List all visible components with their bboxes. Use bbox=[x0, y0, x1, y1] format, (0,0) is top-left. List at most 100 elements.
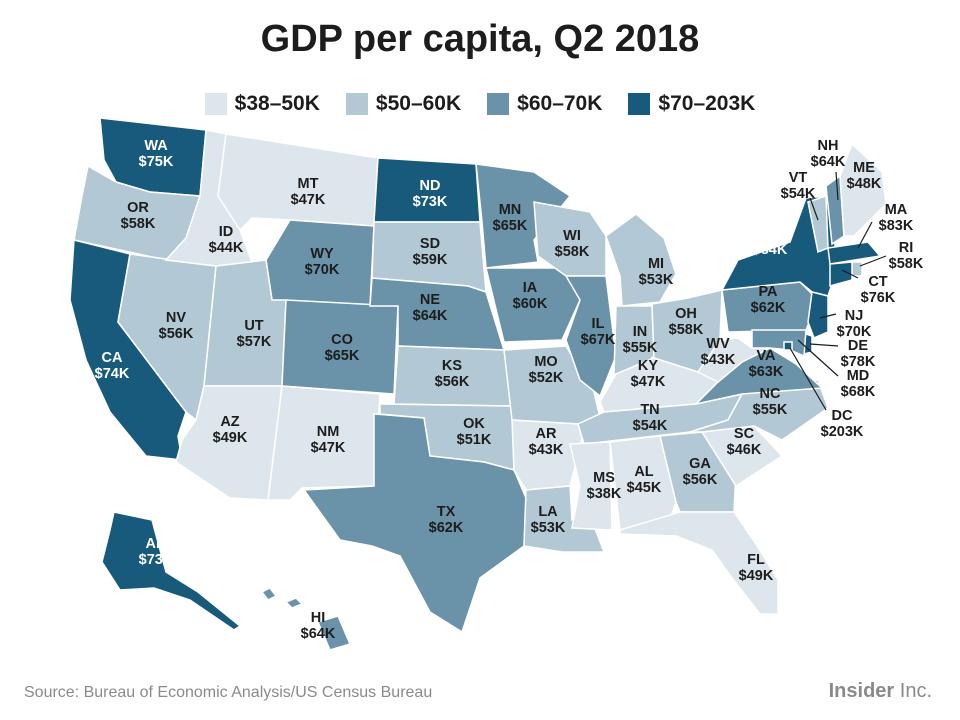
state-nj bbox=[807, 291, 829, 339]
state-label-tx: TX $62K bbox=[429, 504, 464, 536]
legend-swatch-3 bbox=[487, 93, 510, 115]
state-code-hi: HI bbox=[311, 610, 326, 626]
state-code-pa: PA bbox=[758, 284, 778, 300]
source-note: Source: Bureau of Economic Analysis/US C… bbox=[24, 684, 433, 701]
state-ma bbox=[827, 241, 882, 265]
state-label-vt: VT $54K bbox=[781, 170, 816, 202]
state-label-wy: WY $70K bbox=[305, 246, 340, 278]
state-label-wv: WV $43K bbox=[701, 336, 736, 368]
state-code-nh: NH bbox=[818, 138, 839, 154]
state-code-tn: TN bbox=[640, 402, 659, 418]
state-value-ri: $58K bbox=[889, 256, 924, 272]
state-label-in: IN $55K bbox=[623, 324, 658, 356]
state-label-va: VA $63K bbox=[749, 348, 784, 380]
state-code-ky: KY bbox=[638, 358, 658, 374]
state-label-sd: SD $59K bbox=[413, 236, 448, 268]
state-value-ct: $76K bbox=[861, 290, 896, 306]
state-label-ms: MS $38K bbox=[587, 470, 622, 502]
leader-line-vt bbox=[809, 197, 819, 221]
state-ak bbox=[101, 511, 242, 631]
state-value-ny: $84K bbox=[753, 242, 788, 258]
state-code-mi: MI bbox=[648, 256, 664, 272]
state-value-or: $58K bbox=[121, 216, 156, 232]
state-value-ne: $64K bbox=[413, 308, 448, 324]
state-value-dc: $203K bbox=[821, 424, 864, 440]
state-code-sd: SD bbox=[420, 236, 440, 252]
state-mn bbox=[475, 163, 572, 269]
state-mi bbox=[605, 213, 677, 307]
state-value-nv: $56K bbox=[159, 326, 194, 342]
state-code-ak: AK bbox=[146, 536, 167, 552]
state-value-ks: $56K bbox=[435, 374, 470, 390]
state-code-ia: IA bbox=[523, 280, 538, 296]
map-title: GDP per capita, Q2 2018 bbox=[260, 18, 700, 60]
state-label-pa: PA $62K bbox=[751, 284, 786, 316]
state-value-wa: $75K bbox=[139, 154, 174, 170]
state-label-mn: MN $65K bbox=[493, 202, 528, 234]
legend-swatch-4 bbox=[628, 93, 651, 115]
state-code-ks: KS bbox=[442, 358, 462, 374]
state-label-wi: WI $58K bbox=[555, 228, 590, 260]
state-ri bbox=[851, 261, 863, 277]
state-value-la: $53K bbox=[531, 520, 566, 536]
state-label-al: AL $45K bbox=[627, 464, 662, 496]
legend-swatch-1 bbox=[204, 93, 227, 115]
state-value-ky: $47K bbox=[631, 374, 666, 390]
state-value-nm: $47K bbox=[311, 440, 346, 456]
state-value-ca: $74K bbox=[95, 366, 130, 382]
state-label-oh: OH $58K bbox=[669, 306, 704, 338]
state-value-mo: $52K bbox=[529, 370, 564, 386]
state-value-hi: $64K bbox=[301, 626, 336, 642]
state-value-ok: $51K bbox=[457, 432, 492, 448]
leader-line-de bbox=[809, 343, 839, 347]
state-code-nc: NC bbox=[760, 386, 781, 402]
state-label-nm: NM $47K bbox=[311, 424, 346, 456]
state-value-tn: $54K bbox=[633, 418, 668, 434]
state-label-az: AZ $49K bbox=[213, 414, 248, 446]
state-code-wv: WV bbox=[706, 336, 730, 352]
leader-line-md bbox=[797, 339, 839, 377]
leader-line-nh bbox=[835, 171, 839, 201]
state-label-ks: KS $56K bbox=[435, 358, 470, 390]
state-value-co: $65K bbox=[325, 348, 360, 364]
legend-item-2: $50–60K bbox=[345, 92, 461, 116]
state-label-ut: UT $57K bbox=[237, 318, 272, 350]
state-code-nv: NV bbox=[166, 310, 186, 326]
state-code-wa: WA bbox=[144, 138, 168, 154]
state-ms bbox=[569, 441, 613, 531]
state-code-al: AL bbox=[634, 464, 653, 480]
brand-bold: Insider bbox=[828, 680, 895, 702]
state-label-co: CO $65K bbox=[325, 332, 360, 364]
leader-line-ma bbox=[857, 221, 873, 249]
state-label-ky: KY $47K bbox=[631, 358, 666, 390]
state-value-il: $67K bbox=[581, 332, 616, 348]
legend: $38–50K $50–60K $60–70K $70–203K bbox=[0, 92, 960, 116]
state-code-nj: NJ bbox=[845, 308, 864, 324]
state-label-wa: WA $75K bbox=[139, 138, 174, 170]
state-label-ia: IA $60K bbox=[513, 280, 548, 312]
state-label-nd: ND $73K bbox=[413, 178, 448, 210]
state-value-md: $68K bbox=[841, 384, 876, 400]
state-label-ma: MA $83K bbox=[879, 202, 914, 234]
state-value-tx: $62K bbox=[429, 520, 464, 536]
state-code-ri: RI bbox=[899, 240, 914, 256]
leader-line-ri bbox=[859, 255, 887, 267]
state-code-ga: GA bbox=[689, 456, 711, 472]
state-label-ok: OK $51K bbox=[457, 416, 492, 448]
state-label-ca: CA $74K bbox=[95, 350, 130, 382]
state-label-or: OR $58K bbox=[121, 200, 156, 232]
state-code-ar: AR bbox=[536, 426, 557, 442]
legend-item-4: $70–203K bbox=[628, 92, 755, 116]
state-value-sc: $46K bbox=[727, 442, 762, 458]
state-label-ak: AK $73K bbox=[139, 536, 174, 568]
state-code-ut: UT bbox=[244, 318, 263, 334]
state-label-tn: TN $54K bbox=[633, 402, 668, 434]
state-value-az: $49K bbox=[213, 430, 248, 446]
state-code-ca: CA bbox=[102, 350, 123, 366]
state-label-de: DE $78K bbox=[841, 338, 876, 370]
state-value-mi: $53K bbox=[639, 272, 674, 288]
state-label-md: MD $68K bbox=[841, 368, 876, 400]
state-value-nj: $70K bbox=[837, 324, 872, 340]
